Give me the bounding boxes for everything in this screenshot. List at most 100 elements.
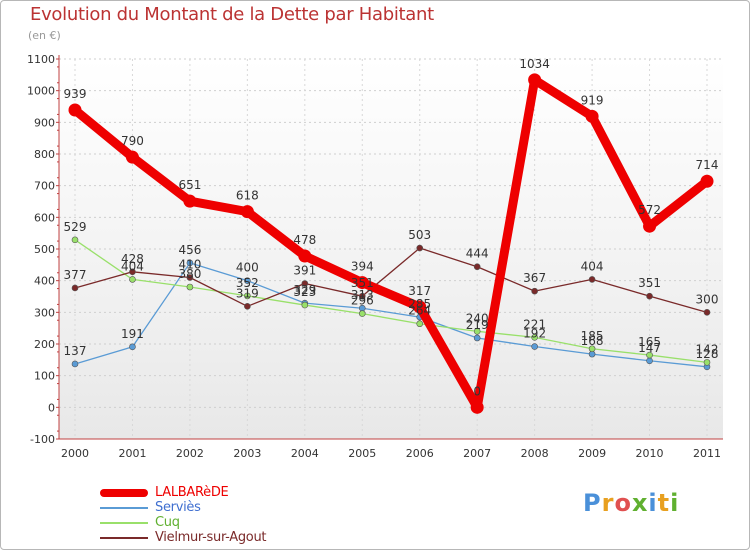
data-label: 319 <box>236 286 259 300</box>
data-label: 317 <box>408 284 431 298</box>
x-tick-label: 2002 <box>176 447 204 460</box>
data-point <box>646 357 653 365</box>
legend-swatch <box>100 489 148 497</box>
data-point <box>703 309 711 316</box>
data-point <box>585 109 599 123</box>
x-tick-label: 2011 <box>693 447 721 460</box>
data-point <box>298 249 312 263</box>
data-label: 147 <box>638 341 661 355</box>
data-point <box>643 219 657 233</box>
x-tick-label: 2010 <box>636 447 664 460</box>
data-point <box>186 283 194 291</box>
logo-letter: x <box>631 489 649 517</box>
legend-swatch <box>100 522 148 524</box>
data-point <box>473 328 481 335</box>
y-tick-label: 900 <box>34 116 55 129</box>
data-label: 939 <box>64 87 87 101</box>
x-tick-label: 2005 <box>348 447 376 460</box>
data-point <box>531 343 538 350</box>
y-tick-label: 1000 <box>27 85 55 98</box>
legend-label: Serviès <box>155 500 201 515</box>
y-tick-label: 400 <box>34 275 55 288</box>
x-tick-label: 2003 <box>233 447 261 460</box>
proxiti-logo: Proxiti <box>583 489 679 517</box>
data-label: 191 <box>121 327 144 341</box>
data-label: 128 <box>696 347 719 361</box>
data-point <box>646 292 653 300</box>
data-label: 529 <box>64 220 87 234</box>
data-point <box>531 334 538 341</box>
data-point <box>244 303 251 310</box>
chart-title: Evolution du Montant de la Dette par Hab… <box>30 4 434 25</box>
data-label: 137 <box>64 344 87 358</box>
data-point <box>358 292 366 300</box>
data-label: 1034 <box>519 57 550 71</box>
legend-swatch <box>100 537 148 539</box>
y-tick-label: 800 <box>34 148 55 161</box>
data-label: 380 <box>178 267 201 281</box>
y-tick-label: 0 <box>48 401 55 414</box>
logo-letter: o <box>614 489 632 517</box>
y-tick-label: 600 <box>34 211 55 224</box>
data-label: 219 <box>466 318 489 332</box>
data-label: 221 <box>523 317 546 331</box>
axis-layer: -100 0 100 200 300 400 500 600 700 800 900 1000 1100… <box>27 53 723 460</box>
data-point <box>125 150 139 164</box>
data-point <box>129 276 136 283</box>
data-label: 404 <box>121 259 144 273</box>
data-label: 323 <box>293 285 316 299</box>
data-label: 428 <box>121 252 144 266</box>
data-label: 618 <box>236 189 259 203</box>
y-tick-label: 200 <box>34 338 55 351</box>
data-point <box>588 276 596 283</box>
x-tick-label: 2008 <box>521 447 549 460</box>
data-label: 400 <box>236 261 259 275</box>
data-point <box>68 103 82 117</box>
legend-label: Vielmur-sur-Agout <box>155 530 267 545</box>
data-label: 240 <box>466 311 489 325</box>
data-point <box>416 244 424 252</box>
x-tick-label: 2000 <box>61 447 89 460</box>
logo-letter: r <box>601 489 615 517</box>
data-label: 790 <box>121 134 144 148</box>
y-tick-label: 700 <box>34 180 55 193</box>
logo-letter: P <box>583 489 602 517</box>
data-point <box>358 310 366 317</box>
data-label: 919 <box>581 93 604 107</box>
data-label: 351 <box>638 276 661 290</box>
grid-layer <box>59 58 723 440</box>
data-label: 300 <box>696 292 719 306</box>
data-label: 651 <box>178 178 201 192</box>
data-point <box>413 300 427 314</box>
logo-letter: i <box>648 489 658 517</box>
data-point <box>183 194 197 208</box>
data-label: 313 <box>351 288 374 302</box>
data-label: 165 <box>638 335 661 349</box>
data-point <box>703 359 711 366</box>
data-point <box>129 343 136 351</box>
y-tick-label: 1100 <box>27 53 55 66</box>
data-point <box>531 287 538 295</box>
y-tick-label: -100 <box>30 433 55 446</box>
x-tick-label: 2006 <box>406 447 434 460</box>
data-label: 0 <box>473 384 481 398</box>
data-point <box>244 277 251 284</box>
data-point <box>470 400 484 414</box>
data-point <box>700 174 714 188</box>
x-tick-label: 2007 <box>463 447 491 460</box>
data-point <box>186 274 194 281</box>
logo-letter: i <box>670 489 680 517</box>
data-point <box>71 360 79 368</box>
data-label: 404 <box>581 259 604 273</box>
series-line-3 <box>74 247 708 313</box>
data-label: 410 <box>178 258 201 272</box>
plot-area <box>59 59 723 439</box>
data-label: 478 <box>293 233 316 247</box>
chart-subtitle: (en €) <box>28 29 61 42</box>
legend-label: LALBARèDE <box>155 485 229 500</box>
data-label: 192 <box>523 327 546 341</box>
legend-label: Cuq <box>155 515 180 530</box>
data-point <box>301 301 309 309</box>
data-label: 394 <box>351 260 374 274</box>
